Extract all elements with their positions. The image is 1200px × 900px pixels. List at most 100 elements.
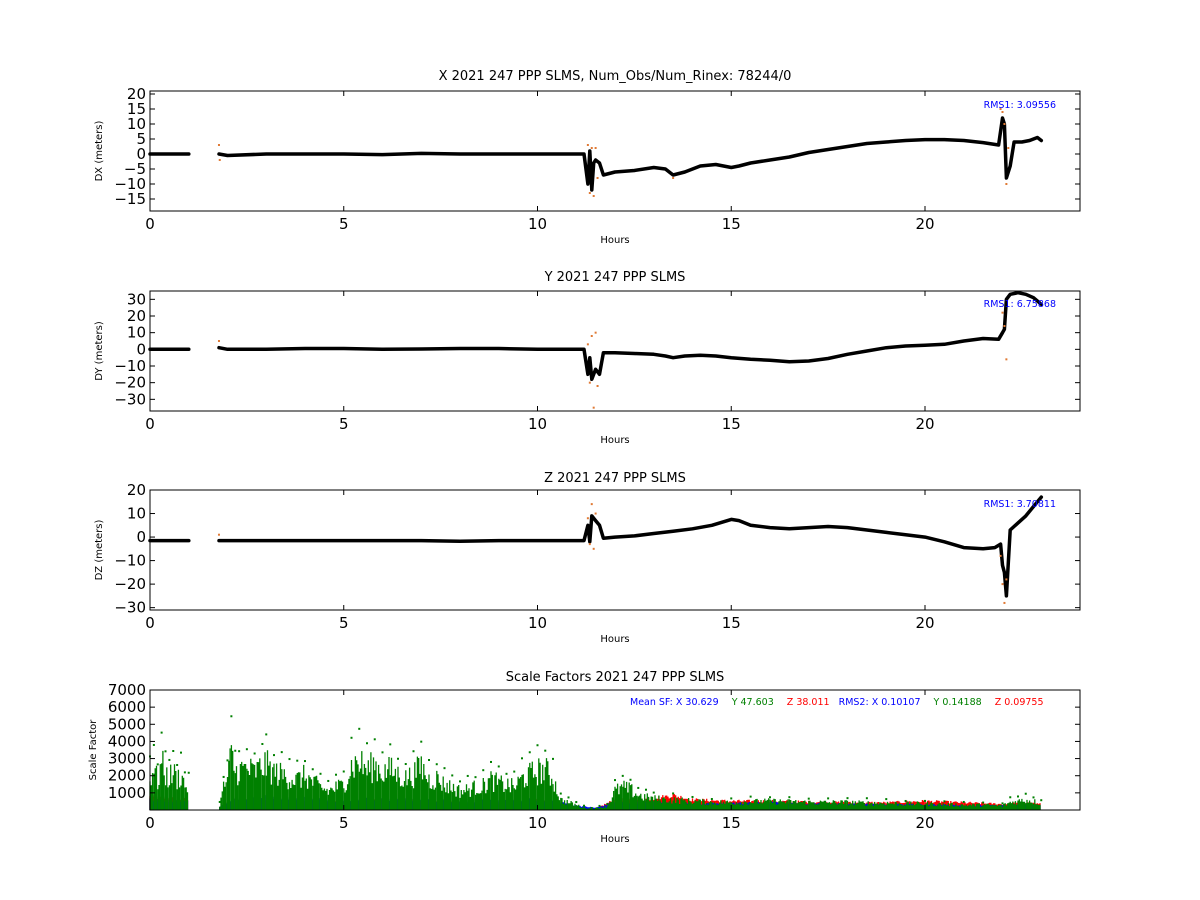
- scatter-point: [594, 147, 597, 149]
- outlier-point: [160, 731, 163, 734]
- scatter-point: [594, 512, 597, 515]
- y-tick-label: −30: [114, 599, 146, 617]
- series-spikes-2: [405, 767, 413, 810]
- series-spikes-2: [606, 791, 615, 810]
- x-tick-label: 5: [339, 415, 349, 433]
- series-spikes-2: [866, 801, 886, 810]
- outlier-point: [265, 733, 268, 736]
- series-spikes-2: [691, 799, 712, 810]
- series-spikes-2: [749, 798, 770, 810]
- outlier-point: [296, 759, 299, 762]
- rms2-y: Y 0.14188: [933, 697, 982, 708]
- outlier-point: [373, 738, 376, 741]
- series-spikes-2: [513, 776, 522, 810]
- series-spikes-2: [846, 800, 867, 810]
- series-spikes-2: [575, 804, 584, 810]
- scatter-point: [999, 108, 1002, 110]
- rms-annotation: RMS1: 3.09556: [984, 100, 1056, 111]
- x-tick-label: 15: [722, 614, 741, 632]
- series-spikes-2: [1009, 801, 1018, 810]
- outlier-point: [521, 757, 523, 760]
- scatter-point: [588, 192, 591, 194]
- series-spikes-2: [904, 801, 925, 810]
- series-spikes-2: [1017, 798, 1026, 810]
- scatter-point: [217, 533, 220, 536]
- series-spikes-2: [982, 803, 1002, 810]
- scatter-point: [1007, 147, 1010, 149]
- outlier-point: [1001, 802, 1004, 805]
- y-tick-label: 15: [127, 100, 146, 118]
- series-spikes-2: [389, 757, 398, 810]
- series-spikes-2: [769, 798, 789, 810]
- scatter-point: [999, 554, 1002, 557]
- x-tick-label: 0: [145, 814, 155, 832]
- series-spikes-2: [226, 748, 231, 810]
- outlier-point: [451, 774, 454, 777]
- y-tick-label: 5: [136, 130, 146, 148]
- scatter-point: [590, 335, 593, 337]
- series-spikes-2: [536, 758, 545, 810]
- scatter-point: [596, 385, 599, 387]
- series-spikes-2: [788, 799, 809, 810]
- axes-frame: [149, 290, 1081, 412]
- series-spikes-2: [304, 775, 313, 810]
- outlier-point: [490, 760, 492, 763]
- x-axis-label: Hours: [600, 834, 629, 845]
- outlier-point: [769, 796, 771, 799]
- x-tick-label: 0: [145, 614, 155, 632]
- y-tick-label: 4000: [108, 732, 146, 750]
- y-tick-label: 20: [127, 85, 146, 103]
- outlier-point: [218, 800, 221, 803]
- series-spikes-2: [943, 802, 964, 810]
- rms-annotation: RMS1: 3.70811: [984, 499, 1056, 510]
- outlier-point: [288, 758, 291, 761]
- x-tick-label: 20: [915, 814, 934, 832]
- scatter-point: [588, 543, 591, 546]
- outlier-point: [962, 800, 965, 803]
- series-spikes-2: [529, 761, 537, 810]
- x-tick-label: 15: [722, 814, 741, 832]
- series-spikes-2: [711, 800, 731, 810]
- series-spikes-2: [358, 751, 367, 810]
- series-spikes-2: [312, 775, 320, 810]
- outlier-point: [226, 759, 229, 762]
- series-spikes-2: [157, 764, 161, 810]
- outlier-point: [552, 757, 554, 760]
- outlier-point: [168, 758, 171, 761]
- y-tick-label: 10: [127, 505, 146, 523]
- x-tick-label: 10: [528, 415, 547, 433]
- scatter-point: [586, 343, 589, 346]
- y-tick-label: 6000: [108, 698, 146, 716]
- outlier-point: [637, 786, 640, 789]
- outlier-point: [1017, 795, 1019, 798]
- y-tick-label: −30: [114, 390, 146, 408]
- outlier-point: [183, 771, 186, 774]
- scatter-point: [586, 517, 589, 520]
- outlier-point: [238, 750, 241, 753]
- y-tick-label: 0: [136, 145, 146, 163]
- outlier-point: [513, 770, 516, 773]
- scatter-point: [1005, 578, 1008, 581]
- series-spikes-2: [459, 784, 468, 810]
- series-spikes-2: [443, 780, 452, 810]
- outlier-point: [253, 752, 256, 755]
- scatter-point: [590, 147, 593, 149]
- outlier-point: [749, 795, 752, 798]
- outlier-point: [652, 791, 655, 794]
- series-spikes-2: [505, 778, 514, 810]
- series-spikes-2: [552, 781, 561, 810]
- scatter-point: [1001, 311, 1004, 314]
- series-spikes-2: [560, 797, 568, 810]
- series-spikes-2: [230, 745, 235, 810]
- outlier-point: [366, 742, 368, 745]
- plot-area: [148, 108, 1044, 197]
- outlier-point: [691, 795, 694, 798]
- series-spikes-2: [238, 761, 247, 810]
- outlier-point: [598, 804, 601, 807]
- x-axis-label: Hours: [600, 435, 629, 446]
- outlier-point: [230, 715, 233, 718]
- series-spikes-2: [1001, 802, 1010, 810]
- y-tick-label: 0: [136, 528, 146, 546]
- series-spikes-2: [827, 800, 847, 810]
- scatter-point: [1001, 583, 1004, 586]
